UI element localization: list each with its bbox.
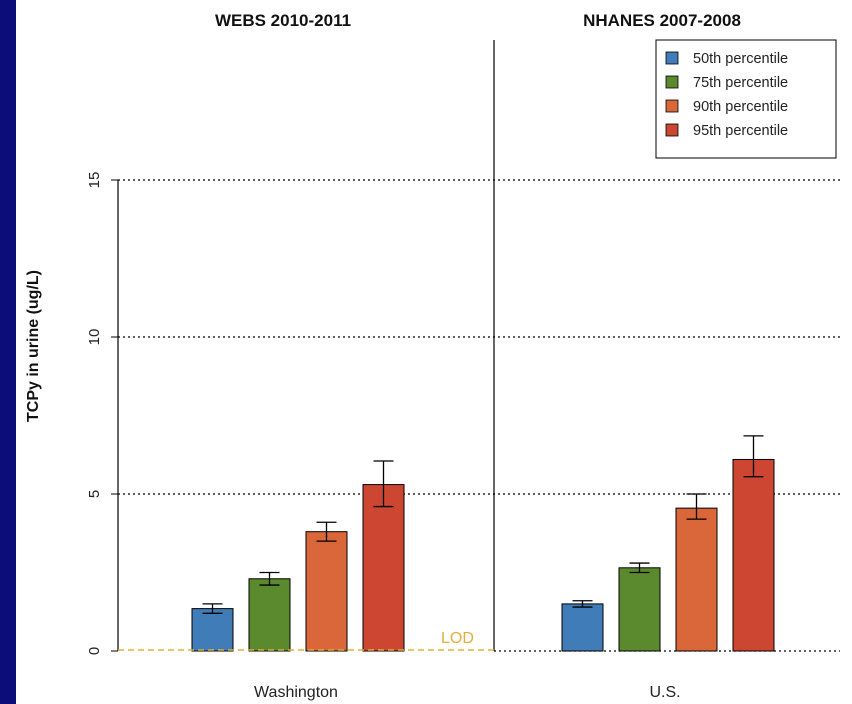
legend-label: 50th percentile bbox=[693, 51, 788, 67]
legend-swatch bbox=[665, 51, 679, 65]
slide-left-border bbox=[0, 0, 16, 704]
legend-swatch bbox=[665, 123, 679, 137]
bar bbox=[618, 567, 661, 652]
bars bbox=[191, 458, 775, 652]
legend-label: 95th percentile bbox=[693, 123, 788, 139]
panel-title-webs: WEBS 2010-2011 bbox=[215, 11, 351, 30]
bar bbox=[732, 458, 775, 652]
bar bbox=[248, 578, 291, 652]
bar bbox=[305, 531, 348, 652]
legend-label: 90th percentile bbox=[693, 99, 788, 115]
legend-swatch bbox=[665, 99, 679, 113]
bar bbox=[191, 608, 234, 652]
legend-swatch bbox=[665, 75, 679, 89]
lod-label: LOD bbox=[441, 630, 474, 647]
y-tick-label: 0 bbox=[86, 647, 103, 655]
category-label-us: U.S. bbox=[649, 684, 680, 701]
panel-title-nhanes: NHANES 2007-2008 bbox=[583, 11, 741, 30]
bar bbox=[561, 603, 604, 652]
bar bbox=[675, 507, 718, 652]
category-label-washington: Washington bbox=[254, 684, 338, 701]
bar bbox=[362, 484, 405, 652]
legend-label: 75th percentile bbox=[693, 75, 788, 91]
y-axis-label: TCPy in urine (ug/L) bbox=[25, 270, 42, 422]
y-tick-label: 15 bbox=[86, 172, 103, 189]
y-tick-labels: 0 5 10 15 bbox=[86, 172, 118, 655]
legend-box bbox=[655, 39, 837, 159]
y-tick-label: 10 bbox=[86, 329, 103, 346]
gridlines bbox=[118, 179, 840, 652]
legend: 50th percentile 75th percentile 90th perce… bbox=[655, 39, 837, 159]
error-bars bbox=[202, 435, 764, 614]
y-tick-label: 5 bbox=[86, 490, 103, 498]
